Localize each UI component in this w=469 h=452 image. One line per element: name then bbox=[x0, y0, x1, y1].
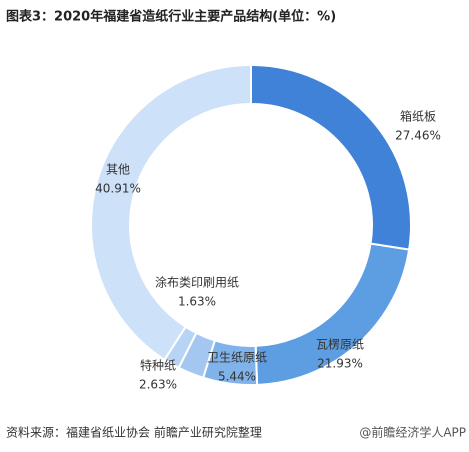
donut-slice bbox=[90, 63, 252, 361]
source-note: 资料来源：福建省纸业协会 前瞻产业研究院整理 bbox=[6, 425, 262, 440]
slice-label: 涂布类印刷用纸 bbox=[155, 275, 239, 290]
watermark: @前瞻经济学人APP bbox=[359, 425, 466, 440]
value-label: 27.46% bbox=[395, 129, 441, 143]
slice-label: 特种纸 bbox=[140, 358, 176, 373]
value-label: 2.63% bbox=[139, 378, 177, 392]
value-label: 5.44% bbox=[218, 370, 256, 384]
value-label: 40.91% bbox=[95, 182, 141, 196]
slice-label: 瓦楞原纸 bbox=[316, 337, 364, 352]
chart-title: 图表3：2020年福建省造纸行业主要产品结构(单位：%) bbox=[6, 9, 336, 25]
slice-label: 其他 bbox=[106, 163, 130, 177]
slice-label: 卫生纸原纸 bbox=[207, 351, 267, 365]
value-label: 1.63% bbox=[178, 295, 216, 309]
value-label: 21.93% bbox=[317, 357, 363, 371]
slice-label: 箱纸板 bbox=[400, 109, 436, 124]
